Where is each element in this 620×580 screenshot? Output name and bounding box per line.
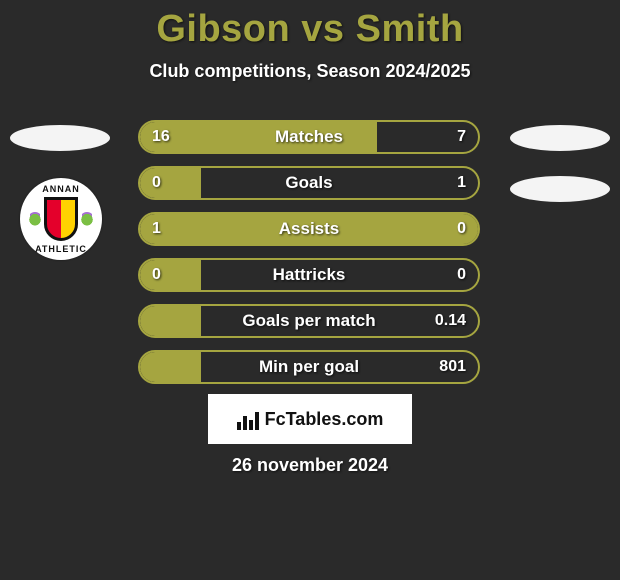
stat-label: Goals xyxy=(285,173,332,193)
stat-left-value: 0 xyxy=(152,174,161,192)
stat-right-value: 7 xyxy=(457,128,466,146)
comparison-card: Gibson vs Smith Club competitions, Seaso… xyxy=(0,0,620,580)
player-left-avatar xyxy=(10,125,110,151)
stat-label: Assists xyxy=(279,219,339,239)
stat-fill xyxy=(140,168,201,198)
stat-fill xyxy=(140,260,201,290)
fctables-link[interactable]: FcTables.com xyxy=(208,394,412,444)
stat-row-min-per-goal: Min per goal 801 xyxy=(138,350,480,384)
stat-right-value: 0 xyxy=(457,220,466,238)
club-crest-right-placeholder xyxy=(510,176,610,202)
crest-shield-icon xyxy=(44,197,78,241)
stat-row-matches: 16 Matches 7 xyxy=(138,120,480,154)
player-right-avatar xyxy=(510,125,610,151)
stat-left-value: 0 xyxy=(152,266,161,284)
stat-row-goals-per-match: Goals per match 0.14 xyxy=(138,304,480,338)
fctables-logo-icon xyxy=(237,408,259,430)
stat-row-goals: 0 Goals 1 xyxy=(138,166,480,200)
club-crest-left: ANNAN ATHLETIC xyxy=(20,178,102,260)
subtitle: Club competitions, Season 2024/2025 xyxy=(0,61,620,82)
fctables-brand-text: FcTables.com xyxy=(265,409,384,430)
page-title: Gibson vs Smith xyxy=(0,0,620,51)
stat-right-value: 801 xyxy=(439,358,466,376)
thistle-icon xyxy=(80,212,94,226)
stat-label: Hattricks xyxy=(273,265,346,285)
crest-top-text: ANNAN xyxy=(42,184,80,194)
stat-row-assists: 1 Assists 0 xyxy=(138,212,480,246)
stat-label: Goals per match xyxy=(242,311,375,331)
stat-left-value: 1 xyxy=(152,220,161,238)
stat-label: Min per goal xyxy=(259,357,359,377)
stat-row-hattricks: 0 Hattricks 0 xyxy=(138,258,480,292)
stat-right-value: 1 xyxy=(457,174,466,192)
stat-right-value: 0 xyxy=(457,266,466,284)
crest-bottom-text: ATHLETIC xyxy=(35,244,87,254)
snapshot-date: 26 november 2024 xyxy=(232,455,388,476)
thistle-icon xyxy=(28,212,42,226)
stat-label: Matches xyxy=(275,127,343,147)
stat-left-value: 16 xyxy=(152,128,170,146)
stat-bars: 16 Matches 7 0 Goals 1 1 Assists 0 0 Hat… xyxy=(138,120,480,396)
stat-fill xyxy=(140,352,201,382)
stat-right-value: 0.14 xyxy=(435,312,466,330)
stat-fill xyxy=(140,306,201,336)
